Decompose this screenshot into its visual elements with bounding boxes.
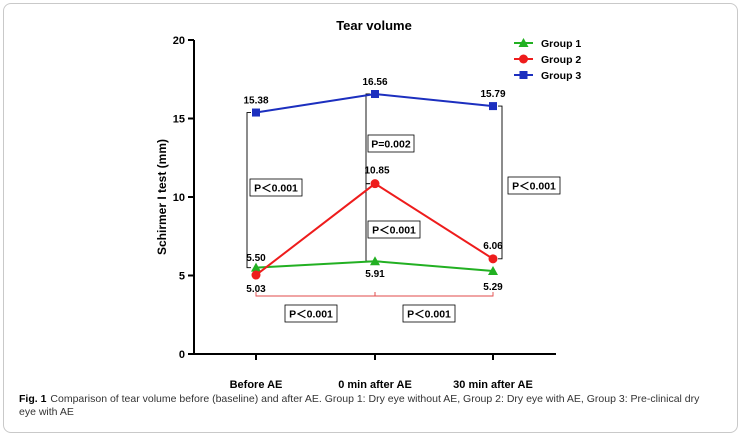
y-tick-label: 5 [179,271,185,283]
x-tick-label: Before AE [230,379,283,391]
figure-frame [3,3,738,433]
p-value-box [249,178,303,197]
y-tick-label: 0 [179,349,185,361]
p-value-box [402,304,456,323]
p-value-box [284,304,338,323]
data-point-group-1 [488,265,498,275]
y-axis-label: Schirmer I test (mm) [155,139,169,255]
data-point-group-3 [252,108,260,117]
bracket-before-g3-g1 [246,112,251,269]
data-point-group-3 [371,90,379,99]
data-label-group-3: 15.38 [243,96,268,107]
data-point-group-2 [251,270,261,280]
legend-label-group-2: Group 2 [541,54,581,66]
data-labels: 15.38 16.56 15.79 10.85 6.06 5.03 5.50 5.91 5.29 [243,77,505,295]
data-point-group-3 [489,102,497,111]
x-tick-label: 30 min after AE [453,379,533,391]
data-label-group-3: 16.56 [362,77,387,88]
caption-text: Comparison of tear volume before (baseli… [19,393,700,418]
legend-marker-group-2 [519,54,528,64]
p-value-annotations: P＜0.001 P=0.002 P＜0.001 P＜0.001 P＜0.001 P＜0.0… [249,134,561,323]
data-point-group-2 [370,179,380,189]
data-label-group-2: 5.03 [246,284,266,295]
y-tick-label: 10 [173,192,185,204]
data-point-group-2 [488,254,498,264]
data-point-group-1 [370,256,380,266]
p-value-text: P＜0.001 [289,309,333,321]
legend-label-group-1: Group 1 [541,38,581,50]
legend-label-group-3: Group 3 [541,70,581,82]
data-label-group-2: 10.85 [364,166,389,177]
significance-brackets [246,93,503,297]
p-value-text: P＜0.001 [254,183,298,195]
y-tick-label: 15 [173,114,185,126]
p-value-text: P=0.002 [371,139,411,151]
p-value-box [507,176,561,195]
p-value-text: P＜0.001 [372,225,416,237]
bracket-g2-before-0min [255,292,376,297]
p-value-box [367,134,415,153]
bracket-g2-0min-30min [374,292,494,297]
chart-title: Tear volume [336,18,412,33]
y-tick-label: 20 [173,35,185,47]
axes: 0 5 10 15 20 Before AE 0 min after AE 30 min af… [173,35,556,391]
p-value-box [367,220,421,239]
data-point-group-1 [251,262,261,272]
p-value-text: P＜0.001 [407,309,451,321]
data-label-group-3: 15.79 [480,89,505,100]
caption-label: Fig. 1 [19,393,47,405]
legend-marker-group-3 [519,71,528,79]
x-tick-label: 0 min after AE [338,379,412,391]
data-label-group-1: 5.29 [483,282,503,293]
p-value-text: P＜0.001 [512,181,556,193]
series-layer [251,90,498,280]
figure-caption: Fig. 1 Comparison of tear volume before (… [19,393,719,419]
data-label-group-2: 6.06 [483,241,503,252]
data-label-group-1: 5.91 [365,269,385,280]
legend: Group 1 Group 2 Group 3 [514,38,581,82]
data-label-group-1: 5.50 [246,253,266,264]
bracket-30min-g3-g2 [498,105,503,260]
legend-marker-group-1 [518,38,529,47]
